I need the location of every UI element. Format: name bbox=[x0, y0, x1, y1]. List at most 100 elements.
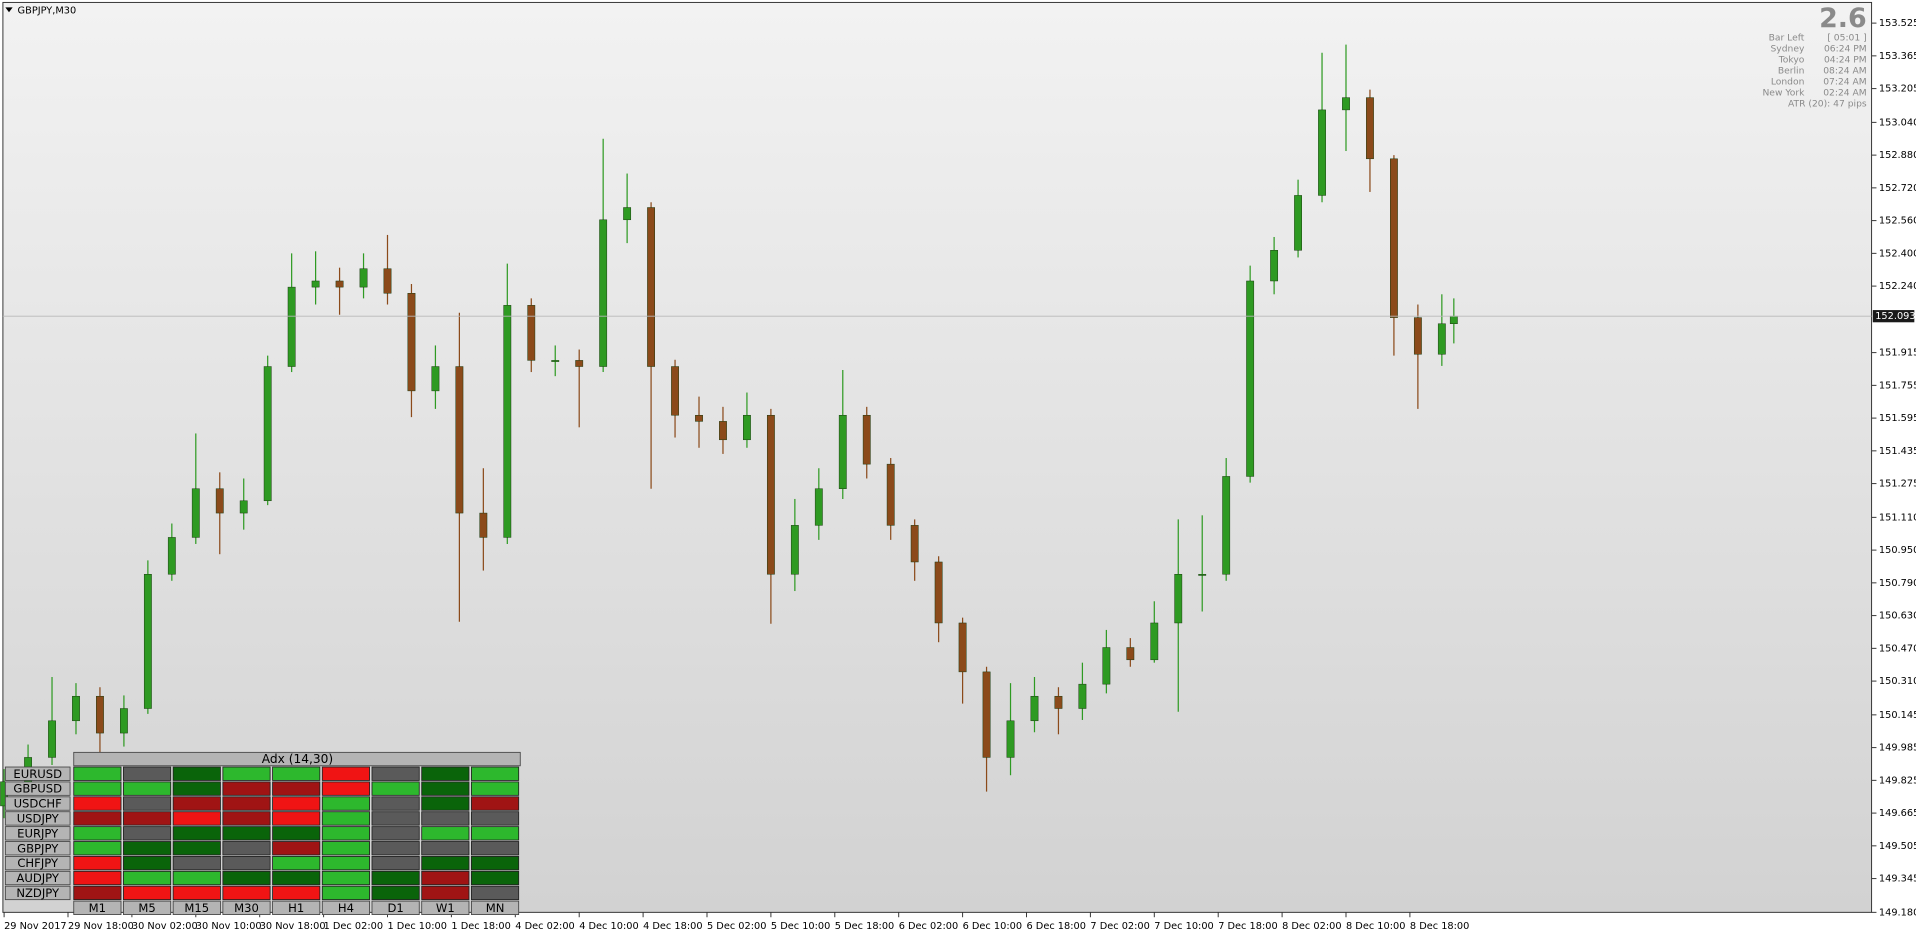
candle-body bbox=[287, 286, 296, 367]
adx-timeframe-box bbox=[222, 900, 271, 915]
adx-cell bbox=[272, 870, 321, 886]
y-tick-label: 151.110 bbox=[1879, 512, 1916, 523]
candle-body bbox=[1198, 574, 1207, 576]
candle-body bbox=[1246, 280, 1255, 477]
adx-cell bbox=[73, 781, 122, 796]
adx-cell bbox=[371, 796, 420, 811]
adx-cell bbox=[321, 885, 370, 901]
candle-body bbox=[96, 695, 104, 734]
adx-cell bbox=[272, 855, 321, 871]
adx-timeframe-box bbox=[371, 900, 420, 915]
candle-body bbox=[982, 671, 991, 758]
adx-symbol: EURJPY bbox=[17, 826, 59, 840]
adx-timeframe: M5 bbox=[138, 901, 155, 915]
adx-cell bbox=[123, 841, 172, 856]
session-city: New York bbox=[1762, 87, 1805, 98]
candle-body bbox=[143, 574, 152, 709]
adx-timeframe-box bbox=[272, 900, 321, 915]
adx-cell bbox=[172, 811, 221, 826]
adx-cell bbox=[123, 766, 172, 781]
candle-body bbox=[958, 622, 967, 673]
candle-body bbox=[1030, 695, 1039, 722]
adx-timeframe-box bbox=[421, 900, 470, 915]
candle-body bbox=[335, 280, 344, 288]
candle-body bbox=[766, 414, 775, 575]
y-tick-label: 150.630 bbox=[1879, 611, 1916, 622]
y-tick-label: 151.595 bbox=[1879, 413, 1916, 424]
candle-body bbox=[647, 207, 655, 367]
candle-body bbox=[1390, 158, 1398, 318]
adx-cell bbox=[272, 841, 321, 856]
adx-cell bbox=[470, 781, 520, 796]
bar-left-label: Bar Left bbox=[1769, 32, 1805, 43]
adx-cell bbox=[172, 826, 221, 841]
y-tick-label: 152.240 bbox=[1879, 281, 1916, 292]
adx-cell bbox=[222, 796, 271, 811]
y-tick-label: 153.525 bbox=[1879, 18, 1916, 29]
candle-body bbox=[359, 268, 368, 288]
adx-cell bbox=[222, 766, 271, 781]
adx-cell bbox=[172, 855, 221, 871]
adx-symbol: AUDJPY bbox=[16, 871, 60, 885]
adx-cell bbox=[371, 841, 420, 856]
adx-cell bbox=[470, 841, 520, 856]
x-tick-label: 30 Nov 02:00 bbox=[132, 921, 198, 932]
x-tick-label: 4 Dec 10:00 bbox=[579, 921, 638, 932]
x-tick-label: 6 Dec 18:00 bbox=[1026, 921, 1085, 932]
current-price-label: 152.093 bbox=[1875, 311, 1915, 322]
menu-arrow[interactable] bbox=[5, 7, 13, 13]
adx-cell bbox=[222, 811, 271, 826]
y-tick-label: 149.180 bbox=[1879, 907, 1916, 918]
candle-body bbox=[527, 305, 536, 361]
adx-cell bbox=[172, 781, 221, 796]
candle-body bbox=[1126, 647, 1135, 661]
candle-body bbox=[48, 720, 56, 758]
candle-body bbox=[263, 366, 272, 502]
adx-cell bbox=[272, 885, 321, 901]
adx-timeframe: M15 bbox=[184, 901, 209, 915]
adx-title-bar bbox=[73, 751, 521, 767]
y-tick-label: 151.755 bbox=[1879, 380, 1916, 391]
adx-timeframe-box bbox=[321, 900, 370, 915]
session-time: 06:24 PM bbox=[1824, 43, 1867, 54]
adx-cell bbox=[321, 781, 370, 796]
x-tick-label: 7 Dec 10:00 bbox=[1154, 921, 1213, 932]
adx-cell bbox=[272, 796, 321, 811]
candle-body bbox=[599, 219, 608, 367]
adx-symbol: USDCHF bbox=[14, 797, 62, 811]
adx-cell bbox=[421, 766, 470, 781]
adx-cell bbox=[321, 855, 370, 871]
adx-symbol-box bbox=[4, 766, 71, 781]
adx-symbol: CHFJPY bbox=[17, 856, 59, 870]
x-tick-label: 7 Dec 18:00 bbox=[1218, 921, 1277, 932]
adx-symbol-box bbox=[4, 885, 71, 901]
x-tick-label: 8 Dec 18:00 bbox=[1410, 921, 1469, 932]
adx-timeframe-box bbox=[172, 900, 221, 915]
y-tick-label: 152.720 bbox=[1879, 183, 1916, 194]
candle-body bbox=[455, 366, 464, 514]
candle-body bbox=[1294, 195, 1302, 251]
adx-cell bbox=[73, 841, 122, 856]
adx-cell bbox=[172, 870, 221, 886]
x-tick-label: 5 Dec 10:00 bbox=[771, 921, 830, 932]
candle-body bbox=[623, 207, 632, 221]
adx-cell bbox=[172, 796, 221, 811]
adx-cell bbox=[272, 766, 321, 781]
adx-cell bbox=[222, 870, 271, 886]
x-tick-label: 4 Dec 02:00 bbox=[515, 921, 574, 932]
candle-body bbox=[1102, 647, 1111, 685]
adx-cell bbox=[371, 855, 420, 871]
y-tick-label: 153.365 bbox=[1879, 51, 1916, 62]
adx-symbol: NZDJPY bbox=[16, 886, 60, 900]
x-tick-label: 1 Dec 18:00 bbox=[451, 921, 510, 932]
adx-cell bbox=[222, 781, 271, 796]
adx-cell bbox=[123, 855, 172, 871]
adx-cell bbox=[371, 811, 420, 826]
adx-cell bbox=[470, 885, 520, 901]
adx-cell bbox=[222, 855, 271, 871]
adx-cell bbox=[421, 811, 470, 826]
adx-cell bbox=[73, 766, 122, 781]
y-tick-label: 152.400 bbox=[1879, 248, 1916, 259]
adx-cell bbox=[470, 796, 520, 811]
